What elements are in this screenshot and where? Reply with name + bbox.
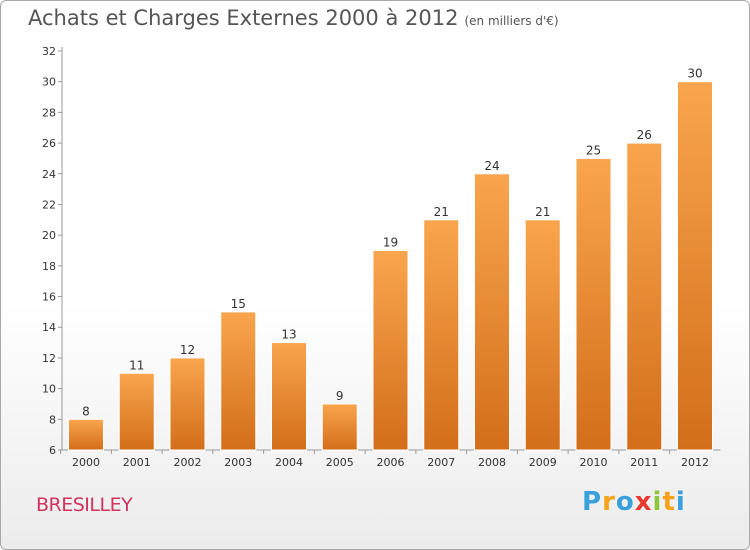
- x-tick-label: 2012: [681, 456, 709, 469]
- bar: [372, 250, 409, 451]
- bar: [271, 342, 307, 451]
- y-tick-label: 24: [42, 168, 56, 181]
- x-tick-label: 2007: [427, 456, 455, 469]
- bars: 8 11 12 15 13 9 19 21 24 21 25 26 30: [68, 67, 713, 451]
- x-tick-label: 2001: [123, 456, 151, 469]
- x-tick-label: 2002: [174, 456, 202, 469]
- bar-value-label: 8: [82, 404, 90, 418]
- bar-value-label: 15: [231, 297, 246, 311]
- y-tick-label: 32: [42, 45, 56, 58]
- x-tick-label: 2000: [72, 456, 100, 469]
- bar-value-label: 13: [281, 328, 296, 342]
- bar: [677, 81, 713, 451]
- chart-title: Achats et Charges Externes 2000 à 2012 (e…: [28, 6, 559, 30]
- y-tick-label: 18: [42, 260, 56, 273]
- y-tick-label: 8: [49, 413, 56, 426]
- y-tick-label: 26: [42, 137, 56, 150]
- bar-value-label: 25: [586, 143, 601, 157]
- bar: [220, 311, 257, 451]
- x-tick-label: 2010: [580, 456, 608, 469]
- bar-value-label: 9: [336, 389, 344, 403]
- bar-value-label: 21: [535, 205, 550, 219]
- x-tick-label: 2005: [326, 456, 354, 469]
- bar-value-label: 12: [180, 343, 195, 357]
- x-tick-label: 2006: [377, 456, 405, 469]
- logo-letter: P: [582, 487, 603, 517]
- x-tick-label: 2009: [529, 456, 557, 469]
- y-tick-label: 6: [49, 444, 56, 457]
- x-tick-label: 2011: [630, 456, 658, 469]
- bar: [118, 372, 155, 451]
- bar-value-label: 26: [637, 128, 652, 142]
- x-tick-label: 2003: [224, 456, 252, 469]
- bar-value-label: 30: [687, 67, 702, 81]
- y-tick-label: 16: [42, 291, 56, 304]
- y-tick-label: 30: [42, 76, 56, 89]
- bar: [575, 157, 612, 451]
- x-tick-label: 2008: [478, 456, 506, 469]
- bar: [169, 357, 206, 451]
- x-tick-label: 2004: [275, 456, 303, 469]
- logo-letter: x: [634, 487, 653, 517]
- logo-letter: i: [675, 487, 686, 517]
- bar-value-label: 21: [434, 205, 449, 219]
- logo-letter: r: [602, 487, 616, 517]
- logo-letter: o: [615, 487, 635, 517]
- chart-subtitle: (en milliers d'€): [464, 14, 559, 28]
- y-tick-label: 14: [42, 321, 56, 334]
- bar-value-label: 19: [383, 236, 398, 250]
- commune-name: BRESILLEY: [36, 494, 133, 516]
- bar: [423, 219, 460, 451]
- logo-letter: i: [652, 487, 663, 517]
- y-tick-label: 28: [42, 106, 56, 119]
- y-tick-label: 20: [42, 229, 56, 242]
- bar-value-label: 11: [129, 358, 144, 372]
- bar: [68, 418, 104, 451]
- bar-value-label: 24: [484, 159, 499, 173]
- bar: [474, 173, 510, 451]
- y-tick-label: 12: [42, 352, 56, 365]
- y-tick-label: 10: [42, 383, 56, 396]
- bar: [321, 403, 358, 451]
- bar: [626, 142, 663, 451]
- y-tick-label: 22: [42, 198, 56, 211]
- chart-title-text: Achats et Charges Externes 2000 à 2012: [28, 6, 459, 30]
- logo-letter: t: [662, 487, 676, 517]
- bar: [524, 219, 561, 451]
- proxiti-logo[interactable]: Proxiti: [582, 487, 686, 517]
